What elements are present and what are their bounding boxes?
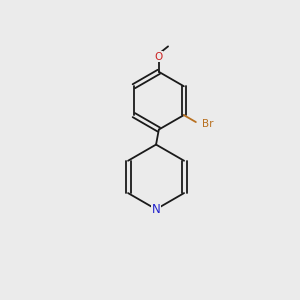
Text: Br: Br bbox=[202, 119, 213, 129]
Text: O: O bbox=[155, 52, 163, 62]
Text: N: N bbox=[152, 203, 161, 216]
